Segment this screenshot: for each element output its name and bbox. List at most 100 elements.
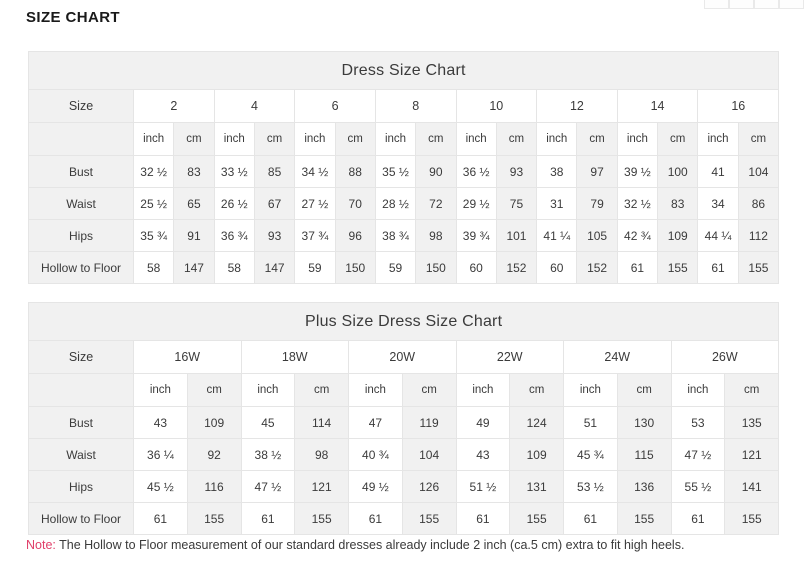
measurement-label: Bust — [28, 155, 134, 188]
measurement-value-cm: 150 — [415, 251, 457, 284]
measurement-label: Hollow to Floor — [28, 502, 134, 535]
unit-header-cm: cm — [186, 373, 242, 407]
measurement-value-inch: 53 ½ — [563, 470, 618, 503]
table-title: Dress Size Chart — [27, 51, 780, 90]
size-value: 14 — [616, 89, 699, 123]
measurement-value-cm: 155 — [657, 251, 699, 284]
measurement-value-cm: 115 — [616, 438, 672, 471]
size-value: 8 — [374, 89, 457, 123]
measurement-value-inch: 35 ½ — [374, 155, 417, 188]
unit-header-inch: inch — [670, 373, 726, 407]
measurement-label: Bust — [28, 406, 134, 439]
measurement-value-cm: 79 — [576, 187, 618, 220]
size-value: 18W — [240, 340, 349, 374]
measurement-value-inch: 42 ¾ — [616, 219, 659, 252]
measurement-value-cm: 86 — [737, 187, 780, 220]
size-value: 20W — [348, 340, 457, 374]
measurement-value-cm: 109 — [509, 438, 564, 471]
measurement-value-cm: 150 — [334, 251, 376, 284]
size-label: Size — [28, 89, 134, 123]
measurement-label: Waist — [28, 187, 134, 220]
plus-size-dress-chart-container: Plus Size Dress Size Chart Size 16W 18W 20W 2… — [27, 302, 780, 535]
measurement-value-cm: 126 — [401, 470, 457, 503]
measurement-value-cm: 141 — [724, 470, 780, 503]
partial-table-remnant — [704, 0, 804, 9]
measurement-value-inch: 59 — [294, 251, 336, 284]
measurement-value-inch: 61 — [455, 502, 511, 535]
unit-header-inch: inch — [374, 122, 417, 156]
measurement-value-inch: 28 ½ — [374, 187, 417, 220]
measurement-value-cm: 72 — [415, 187, 457, 220]
remnant-cell — [729, 0, 754, 9]
measurement-value-cm: 88 — [334, 155, 376, 188]
measurement-value-inch: 51 — [563, 406, 618, 439]
measurement-value-inch: 38 ½ — [240, 438, 296, 471]
unit-header-row: inch cm inch cm inch cm inch cm inch cm inch cm inch… — [28, 122, 780, 156]
measurement-value-inch: 49 — [455, 406, 511, 439]
measurement-value-cm: 155 — [401, 502, 457, 535]
measurement-value-cm: 70 — [334, 187, 376, 220]
measurement-value-inch: 60 — [455, 251, 497, 284]
size-label: Size — [28, 340, 134, 374]
measurement-value-cm: 104 — [737, 155, 780, 188]
measurement-value-cm: 98 — [294, 438, 349, 471]
measurement-value-inch: 32 ½ — [616, 187, 659, 220]
measurement-label: Hips — [28, 470, 134, 503]
measurement-value-cm: 101 — [495, 219, 538, 252]
unit-header-cm: cm — [737, 122, 780, 156]
size-value: 6 — [294, 89, 376, 123]
measurement-value-cm: 155 — [737, 251, 780, 284]
measurement-value-cm: 155 — [724, 502, 780, 535]
remnant-cell — [704, 0, 729, 9]
measurement-value-inch: 45 ¾ — [563, 438, 618, 471]
unit-header-cm: cm — [576, 122, 618, 156]
measurement-value-inch: 35 ¾ — [132, 219, 175, 252]
measurement-row: Hips 45 ½ 116 47 ½ 121 49 ½ 126 51 ½ 131 53 ½ 136 5… — [28, 470, 780, 503]
measurement-value-cm: 98 — [415, 219, 457, 252]
unit-header-inch: inch — [348, 373, 403, 407]
measurement-value-inch: 29 ½ — [455, 187, 497, 220]
table-title: Plus Size Dress Size Chart — [27, 302, 780, 341]
measurement-row: Hollow to Floor 61 155 61 155 61 155 61 155 61 155… — [28, 502, 780, 535]
measurement-value-inch: 41 — [697, 155, 739, 188]
measurement-value-cm: 93 — [495, 155, 538, 188]
dress-size-chart-container: Dress Size Chart Size 2 4 6 8 10 12 14 16 inch cm i… — [27, 51, 780, 284]
measurement-value-cm: 83 — [657, 187, 699, 220]
size-value: 22W — [455, 340, 564, 374]
measurement-value-inch: 37 ¾ — [294, 219, 336, 252]
plus-size-dress-chart-table: Plus Size Dress Size Chart Size 16W 18W 20W 2… — [27, 302, 780, 535]
unit-header-cm: cm — [294, 373, 349, 407]
unit-header-cm: cm — [253, 122, 296, 156]
measurement-value-cm: 85 — [253, 155, 296, 188]
measurement-value-inch: 49 ½ — [348, 470, 403, 503]
measurement-row: Waist 25 ½ 65 26 ½ 67 27 ½ 70 28 ½ 72 29 ½ 75 31 79 3… — [28, 187, 780, 220]
size-value: 26W — [670, 340, 780, 374]
measurement-value-inch: 55 ½ — [670, 470, 726, 503]
unit-header-cm: cm — [509, 373, 564, 407]
measurement-value-cm: 152 — [495, 251, 538, 284]
measurement-value-inch: 34 — [697, 187, 739, 220]
size-value: 12 — [536, 89, 618, 123]
measurement-row: Waist 36 ¼ 92 38 ½ 98 40 ¾ 104 43 109 45 ¾ 115 47 ½… — [28, 438, 780, 471]
measurement-label: Hollow to Floor — [28, 251, 134, 284]
size-value: 2 — [133, 89, 215, 123]
measurement-label: Waist — [28, 438, 134, 471]
unit-header-row: inch cm inch cm inch cm inch cm inch cm inch cm — [28, 373, 780, 407]
measurement-value-cm: 152 — [576, 251, 618, 284]
measurement-value-cm: 100 — [657, 155, 699, 188]
measurement-value-inch: 61 — [670, 502, 726, 535]
measurement-value-inch: 36 ¼ — [133, 438, 188, 471]
unit-header-cm: cm — [415, 122, 457, 156]
measurement-value-inch: 61 — [697, 251, 739, 284]
measurement-value-cm: 114 — [294, 406, 349, 439]
dress-size-chart-table: Dress Size Chart Size 2 4 6 8 10 12 14 16 inch cm i… — [27, 51, 780, 284]
unit-header-inch: inch — [294, 122, 336, 156]
measurement-value-cm: 105 — [576, 219, 618, 252]
measurement-value-cm: 136 — [616, 470, 672, 503]
size-value: 16 — [697, 89, 780, 123]
measurement-value-cm: 119 — [401, 406, 457, 439]
size-value: 24W — [563, 340, 672, 374]
measurement-value-cm: 121 — [294, 470, 349, 503]
measurement-value-cm: 104 — [401, 438, 457, 471]
remnant-cell — [754, 0, 779, 9]
